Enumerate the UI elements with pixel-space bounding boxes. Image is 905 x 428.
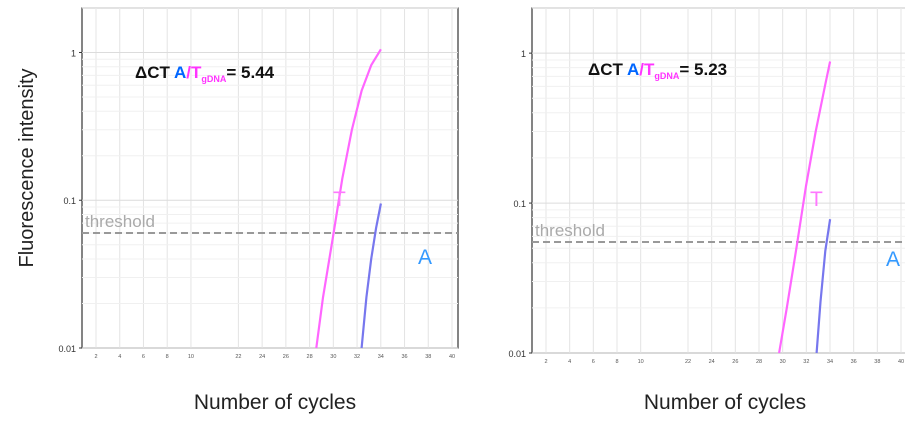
chart-panel-1: 10.10.012 4 6 8 10 22 24 26 28 30 32 34 36 38 40thresh… xyxy=(58,7,459,414)
series-line-a xyxy=(815,219,832,354)
delta-ct-annotation: ΔCT A/TgDNA= 5.23 xyxy=(588,60,727,81)
plot-area xyxy=(81,7,459,349)
x-tick-label: 32 xyxy=(354,354,360,360)
threshold-label: threshold xyxy=(85,212,155,231)
x-tick-label: 30 xyxy=(330,354,336,360)
series-label-a: A xyxy=(418,246,432,269)
panels: 10.10.012 4 6 8 10 22 24 26 28 30 32 34 36 38 40thresh… xyxy=(58,7,905,414)
delta-ct-annotation: ΔCT A/TgDNA= 5.44 xyxy=(135,63,275,84)
y-tick-label: 1 xyxy=(71,48,76,58)
x-tick-label: 26 xyxy=(732,359,738,365)
y-tick-label: 0.01 xyxy=(58,344,76,354)
x-tick-label: 24 xyxy=(259,354,265,360)
x-tick-label: 24 xyxy=(709,359,715,365)
x-tick-label: 34 xyxy=(827,359,833,365)
chart-panel-2: 10.10.012 4 6 8 10 22 24 26 28 30 32 34 36 38 40thresh… xyxy=(508,7,905,414)
x-tick-label: 40 xyxy=(898,359,904,365)
plot-area xyxy=(531,7,905,354)
series-label-t: T xyxy=(333,188,346,211)
series-label-t: T xyxy=(810,188,823,211)
grid xyxy=(532,7,905,354)
y-tick-label: 0.1 xyxy=(63,196,76,206)
x-tick-label: 32 xyxy=(803,359,809,365)
series-label-a: A xyxy=(886,248,900,271)
x-tick-label: 10 xyxy=(188,354,194,360)
x-tick-label: 8 xyxy=(615,359,618,365)
x-axis-label: Number of cycles xyxy=(194,391,356,414)
series-line-t xyxy=(778,61,832,354)
x-tick-label: 38 xyxy=(425,354,431,360)
x-tick-label: 8 xyxy=(166,354,169,360)
x-axis-label: Number of cycles xyxy=(644,391,806,414)
x-tick-label: 4 xyxy=(118,354,121,360)
x-tick-label: 4 xyxy=(568,359,571,365)
x-tick-label: 6 xyxy=(142,354,145,360)
series-line-a xyxy=(360,203,382,349)
x-tick-label: 28 xyxy=(307,354,313,360)
y-tick-label: 1 xyxy=(521,49,526,59)
x-tick-label: 38 xyxy=(874,359,880,365)
x-tick-label: 2 xyxy=(94,354,97,360)
x-tick-label: 36 xyxy=(851,359,857,365)
series-line-t xyxy=(315,48,382,349)
x-tick-label: 28 xyxy=(756,359,762,365)
y-tick-label: 0.1 xyxy=(513,199,526,209)
x-tick-label: 30 xyxy=(780,359,786,365)
x-tick-label: 34 xyxy=(378,354,384,360)
x-tick-label: 26 xyxy=(283,354,289,360)
x-tick-label: 2 xyxy=(544,359,547,365)
x-tick-label: 22 xyxy=(235,354,241,360)
x-tick-label: 36 xyxy=(401,354,407,360)
threshold-label: threshold xyxy=(535,221,605,240)
x-tick-label: 6 xyxy=(592,359,595,365)
y-axis-label: Fluorescence intensity xyxy=(16,69,38,268)
y-tick-label: 0.01 xyxy=(508,349,526,359)
x-tick-label: 10 xyxy=(638,359,644,365)
grid xyxy=(82,7,458,349)
x-tick-label: 22 xyxy=(685,359,691,365)
x-tick-label: 40 xyxy=(449,354,455,360)
